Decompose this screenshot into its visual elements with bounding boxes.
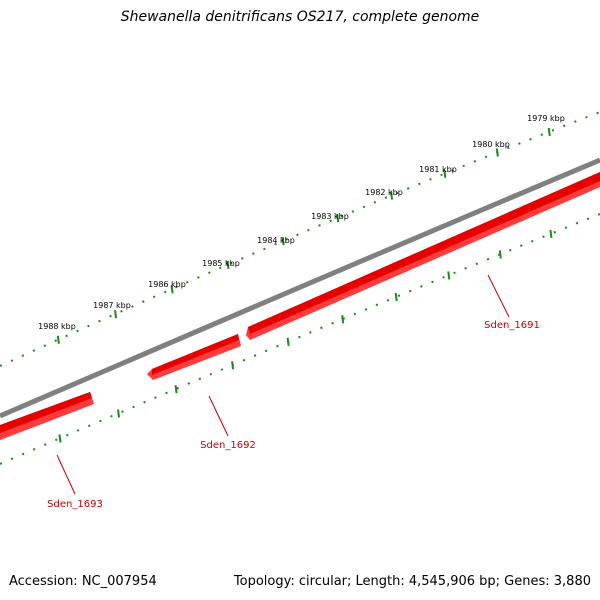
scale-label-1983: 1983 kbp [311,212,349,221]
accession-text: Accession: NC_007954 [9,574,157,589]
scale-label-1984: 1984 kbp [257,236,295,245]
genome-summary-text: Topology: circular; Length: 4,545,906 bp… [233,574,591,589]
major-tick [231,361,235,370]
major-tick [281,236,285,246]
scale-label-1986: 1986 kbp [148,280,186,289]
scale-label-1981: 1981 kbp [419,165,457,174]
scale-label-1988: 1988 kbp [38,322,76,331]
major-tick [549,229,553,239]
leader-line-sden-1691 [487,274,510,318]
gene-label-sden-1693[interactable]: Sden_1693 [47,499,103,510]
inner-major-ticks [58,229,553,443]
major-tick [498,250,502,259]
inner-scale-dots [0,213,600,465]
scale-label-1979: 1979 kbp [527,114,565,123]
major-tick [56,335,60,344]
major-tick [336,213,340,223]
major-tick [394,292,398,302]
major-tick [495,148,499,157]
scale-label-1980: 1980 kbp [472,140,510,149]
gene-label-sden-1691[interactable]: Sden_1691 [484,320,540,331]
gene-shape-sden-1692[interactable] [147,334,241,380]
outer-scale-dots [0,111,600,367]
leader-line-sden-1692 [208,395,229,437]
major-tick [547,127,551,137]
scale-label-1985: 1985 kbp [202,259,240,268]
major-tick [58,434,62,443]
page-title: Shewanella denitrificans OS217, complete… [120,9,480,25]
major-tick [390,191,394,200]
leader-line-sden-1693 [56,454,76,495]
scale-label-1982: 1982 kbp [365,188,403,197]
major-tick [117,409,121,418]
scale-label-1987: 1987 kbp [93,301,131,310]
outer-major-ticks [56,127,551,344]
gene-shape-sden-1693[interactable] [0,392,94,440]
major-tick [174,384,178,394]
major-tick [170,285,174,294]
gene-shape-sden-1691[interactable] [246,172,600,340]
major-tick [226,260,230,269]
major-tick [447,271,451,280]
major-tick [286,337,290,347]
major-tick [443,169,447,178]
major-tick [114,310,118,319]
gene-label-sden-1692[interactable]: Sden_1692 [200,440,256,451]
major-tick [341,315,345,324]
genome-backbone [0,157,600,419]
